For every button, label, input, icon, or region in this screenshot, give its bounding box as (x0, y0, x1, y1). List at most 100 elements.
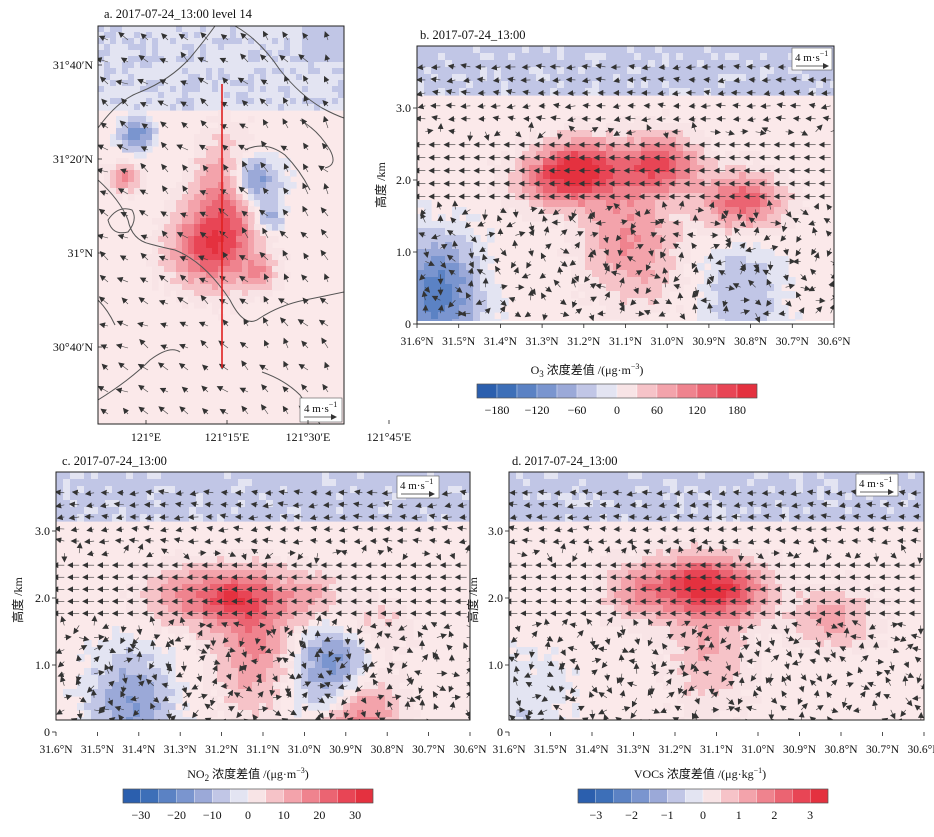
wind-arrow (846, 132, 851, 138)
wind-arrow (722, 209, 729, 217)
wind-arrow (470, 235, 477, 243)
colorbar-swatch (684, 788, 704, 804)
wind-arrow (815, 124, 823, 132)
wind-arrow (782, 274, 789, 282)
wind-arrow (431, 89, 441, 96)
wind-arrow (76, 654, 82, 662)
x-tick-label: 31.1°N (700, 744, 734, 756)
wind-arrow (581, 77, 591, 84)
wind-arrow (100, 122, 109, 129)
wind-arrow (590, 231, 599, 238)
wind-arrow (300, 231, 309, 239)
wind-arrow (733, 63, 741, 70)
wind-arrow (830, 259, 834, 266)
wind-arrow (613, 130, 621, 137)
wind-arrow (811, 226, 818, 236)
colorbar-tick-label: 20 (313, 808, 325, 822)
wind-arrow (576, 722, 577, 729)
wind-arrow (485, 231, 496, 238)
wind-arrow (781, 222, 788, 233)
wind-arrow (197, 77, 209, 85)
wind-arrow (218, 299, 229, 305)
wind-arrow (436, 685, 447, 691)
wind-arrow (237, 77, 249, 85)
x-tick-label: 30.6°N (817, 336, 851, 348)
colorbar-tick-label: −20 (167, 808, 186, 822)
wind-arrow (198, 693, 208, 700)
x-tick-label: 31.6°N (39, 744, 73, 756)
wind-arrow (691, 121, 698, 132)
wind-arrow (196, 722, 199, 729)
wind-arrow (821, 90, 831, 97)
wind-arrow (740, 309, 751, 316)
wind-arrow (88, 722, 95, 728)
wind-arrow (795, 248, 802, 257)
wind-arrow (204, 717, 212, 720)
wind-arrow (451, 694, 462, 701)
wind-arrow (762, 116, 771, 123)
wind-arrow (662, 276, 669, 288)
wind-arrow (161, 230, 169, 239)
x-tick-label: 31.5°N (442, 336, 476, 348)
wind-arrow (200, 339, 209, 349)
wind-arrow (650, 298, 660, 305)
wind-arrow (515, 131, 522, 138)
wind-arrow (241, 405, 249, 415)
x-tick-label: 31.5°N (534, 744, 568, 756)
wind-arrow (840, 106, 846, 107)
wind-arrow (719, 722, 726, 726)
wind-arrow (650, 232, 658, 238)
wind-arrow (838, 117, 846, 119)
colorbar-swatch (809, 788, 829, 804)
wind-arrow (746, 103, 756, 110)
wind-arrow (616, 261, 622, 270)
wind-arrow (222, 251, 229, 261)
wind-arrow (473, 528, 481, 529)
wind-arrow (202, 408, 209, 415)
wind-arrow (448, 685, 455, 693)
wind-arrow (321, 337, 329, 349)
colorbar-d-label: VOCs 浓度差值 /(μg·kg−1) (634, 766, 766, 781)
wind-arrow (763, 234, 771, 241)
wind-arrow (867, 719, 875, 720)
wind-arrow (800, 274, 808, 282)
wind-arrow (618, 300, 625, 309)
wind-arrow (283, 163, 290, 173)
wind-arrow (480, 643, 481, 650)
wind-arrow (297, 319, 309, 327)
wind-arrow (176, 144, 189, 151)
wind-arrow (451, 671, 461, 678)
wind-arrow (538, 208, 546, 215)
wind-arrow (612, 103, 621, 110)
wind-arrow (539, 272, 547, 279)
wind-arrow (160, 141, 169, 151)
wind-arrow (184, 722, 187, 727)
wind-arrow (477, 221, 486, 227)
colorbar-swatch (631, 788, 650, 804)
colorbar-tick-label: −2 (625, 808, 638, 822)
panel-c-title: c. 2017-07-24_13:00 (62, 454, 167, 468)
wind-arrow (64, 694, 73, 701)
wind-arrow (688, 102, 696, 109)
colorbar-b-label: O3 浓度差值 /(μg·m−3) (531, 362, 644, 379)
wind-arrow (337, 683, 348, 690)
wind-arrow (199, 189, 209, 196)
colorbar-swatch (229, 788, 249, 804)
wind-ref-label-c: 4 m·s (400, 480, 425, 492)
wind-arrow (198, 277, 209, 284)
wind-arrow (138, 680, 145, 687)
wind-arrow (560, 248, 570, 254)
wind-arrow (569, 259, 577, 266)
colorbar-swatch (716, 383, 738, 399)
wind-arrow (846, 313, 850, 318)
wind-arrow (571, 209, 578, 219)
x-tick-label: 31.6°N (400, 336, 434, 348)
wind-arrow (263, 339, 270, 349)
wind-arrow (747, 116, 756, 123)
wind-arrow (567, 90, 576, 97)
x-tick-label: 30.9°N (692, 336, 726, 348)
wind-arrow (136, 673, 143, 681)
colorbar-tick-label: −30 (131, 808, 150, 822)
wind-arrow (466, 681, 470, 688)
wind-arrow (725, 285, 736, 291)
